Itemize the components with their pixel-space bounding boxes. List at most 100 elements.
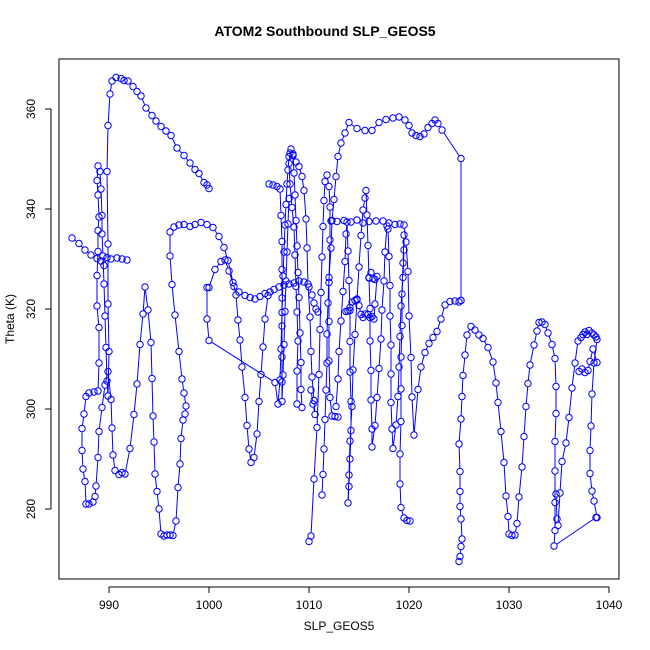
series-segment [104, 319, 107, 344]
data-point [148, 111, 156, 120]
data-point [367, 366, 375, 375]
data-point [98, 403, 106, 412]
data-point [458, 392, 466, 401]
data-point [408, 129, 416, 137]
data-point [396, 332, 404, 341]
series-segment [283, 228, 286, 249]
data-point [314, 308, 322, 316]
series-segment [380, 313, 383, 336]
series-segment [150, 346, 153, 375]
data-point [133, 380, 141, 388]
data-point [457, 154, 465, 163]
data-point [283, 180, 291, 188]
data-point [316, 325, 324, 334]
series-segment [313, 407, 315, 412]
data-point [394, 392, 402, 401]
data-point [308, 373, 316, 381]
data-point [245, 445, 253, 453]
series-segment [525, 387, 529, 403]
data-point [425, 339, 433, 348]
data-point [326, 393, 334, 402]
data-point [235, 288, 243, 296]
series-segment [330, 224, 333, 245]
data-point [368, 126, 376, 135]
series-segment [408, 319, 412, 354]
series-segment [144, 290, 149, 307]
series-segment [557, 496, 561, 522]
data-point [253, 430, 261, 438]
data-point [583, 330, 591, 339]
series-segment [383, 255, 386, 278]
data-point [457, 296, 465, 305]
series-segment [279, 192, 282, 212]
series-segment [401, 510, 404, 515]
series-segment [326, 306, 329, 331]
data-point [455, 557, 463, 566]
series-segment [556, 519, 594, 545]
data-point [386, 312, 394, 320]
series-segment [458, 422, 462, 441]
data-point [331, 412, 339, 421]
series-segment [507, 520, 510, 531]
data-point [94, 387, 102, 395]
series-segment [410, 361, 413, 394]
series-segment [493, 365, 496, 380]
data-point [229, 278, 237, 287]
data-point [179, 416, 187, 424]
series-segment [147, 313, 152, 339]
series-segment [295, 224, 298, 243]
series-segment [594, 504, 597, 515]
y-tick-label: 280 [24, 499, 38, 519]
series-segment [530, 348, 534, 362]
data-point [136, 340, 144, 349]
series-segment [241, 370, 246, 394]
series-segment [562, 446, 566, 459]
series-segment [136, 348, 141, 381]
data-point [586, 469, 594, 478]
series-segment [154, 477, 158, 488]
data-point [457, 515, 465, 523]
data-point [79, 465, 87, 473]
series-segment [327, 281, 330, 300]
series-segment [403, 228, 407, 239]
series-segment [139, 317, 144, 341]
series-segment [374, 401, 378, 422]
series-segment [370, 403, 373, 426]
data-point [278, 265, 286, 274]
data-point [274, 400, 282, 408]
data-point [551, 354, 559, 363]
data-point [398, 290, 406, 298]
data-point [524, 379, 532, 388]
data-point [286, 180, 294, 188]
data-point [551, 467, 559, 475]
data-point [98, 211, 106, 220]
data-point [335, 347, 343, 356]
data-point [120, 76, 128, 85]
data-point [410, 431, 418, 439]
data-point [355, 301, 363, 310]
series-segment [344, 237, 347, 258]
series-segment [356, 270, 360, 297]
series-segment [96, 255, 99, 272]
series-segment [443, 132, 460, 156]
data-point [147, 338, 155, 347]
data-point [308, 291, 316, 299]
series-segment [378, 342, 382, 365]
data-point [323, 330, 331, 338]
series-segment [333, 180, 337, 196]
data-point [104, 121, 112, 130]
data-point [313, 423, 321, 432]
data-point [400, 221, 408, 229]
series-segment [324, 393, 327, 416]
data-point [94, 247, 102, 256]
data-point [103, 167, 111, 176]
data-point [137, 92, 145, 100]
series-segment [103, 287, 106, 313]
data-point [250, 453, 258, 462]
data-point [311, 410, 319, 419]
series-segment [349, 375, 352, 398]
data-point [296, 329, 304, 337]
series-segment [345, 125, 349, 130]
data-point [287, 145, 295, 153]
series-segment [365, 194, 368, 212]
